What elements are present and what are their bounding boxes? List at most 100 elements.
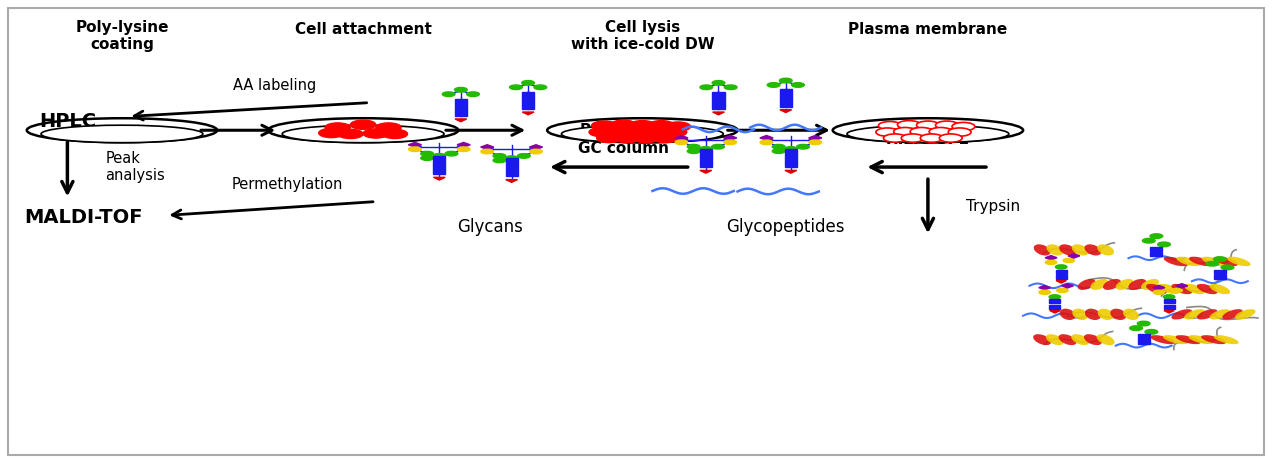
Text: Cell lysis
with ice-cold DW: Cell lysis with ice-cold DW bbox=[571, 20, 714, 52]
Bar bbox=[1137, 334, 1150, 338]
Polygon shape bbox=[434, 177, 445, 180]
Circle shape bbox=[911, 127, 932, 136]
Circle shape bbox=[772, 149, 785, 153]
Text: HILIC-SPE: HILIC-SPE bbox=[885, 132, 971, 147]
Polygon shape bbox=[1164, 311, 1174, 313]
Circle shape bbox=[1213, 257, 1226, 262]
Circle shape bbox=[319, 128, 345, 138]
Circle shape bbox=[623, 127, 649, 136]
Circle shape bbox=[780, 78, 792, 83]
Ellipse shape bbox=[41, 125, 202, 143]
Ellipse shape bbox=[1146, 284, 1166, 294]
Polygon shape bbox=[455, 119, 467, 122]
Bar bbox=[434, 156, 445, 160]
Ellipse shape bbox=[1150, 335, 1175, 344]
Circle shape bbox=[510, 85, 523, 89]
Bar bbox=[700, 153, 712, 158]
Ellipse shape bbox=[1096, 334, 1114, 345]
Bar bbox=[780, 103, 792, 107]
Ellipse shape bbox=[1202, 257, 1225, 266]
FancyBboxPatch shape bbox=[8, 8, 1264, 455]
Circle shape bbox=[494, 154, 506, 158]
Text: Cell attachment: Cell attachment bbox=[295, 21, 431, 37]
Ellipse shape bbox=[1058, 334, 1076, 345]
Ellipse shape bbox=[1103, 279, 1121, 290]
Ellipse shape bbox=[27, 118, 218, 142]
Ellipse shape bbox=[833, 118, 1023, 142]
Bar bbox=[522, 96, 534, 100]
Bar bbox=[522, 105, 534, 109]
Circle shape bbox=[375, 123, 401, 132]
Circle shape bbox=[458, 147, 469, 151]
Circle shape bbox=[884, 134, 907, 142]
Text: PNGase F/
GC column: PNGase F/ GC column bbox=[577, 123, 669, 156]
Circle shape bbox=[1056, 265, 1067, 269]
Bar bbox=[700, 162, 712, 167]
Ellipse shape bbox=[1060, 309, 1076, 320]
Bar bbox=[455, 107, 467, 112]
Bar bbox=[505, 171, 518, 176]
Circle shape bbox=[481, 149, 494, 154]
Polygon shape bbox=[523, 112, 534, 115]
Ellipse shape bbox=[1189, 257, 1212, 266]
Circle shape bbox=[614, 133, 640, 143]
Ellipse shape bbox=[1175, 335, 1201, 344]
Circle shape bbox=[809, 140, 822, 144]
Ellipse shape bbox=[268, 118, 458, 142]
Bar bbox=[455, 99, 467, 103]
Circle shape bbox=[421, 151, 434, 156]
Ellipse shape bbox=[1098, 244, 1114, 256]
Circle shape bbox=[522, 81, 534, 85]
Bar bbox=[505, 163, 518, 167]
Circle shape bbox=[607, 127, 632, 136]
Circle shape bbox=[687, 149, 700, 153]
Ellipse shape bbox=[1188, 335, 1213, 344]
Polygon shape bbox=[457, 143, 471, 147]
Ellipse shape bbox=[561, 125, 724, 143]
Ellipse shape bbox=[1072, 244, 1089, 256]
Bar bbox=[1164, 305, 1174, 308]
Polygon shape bbox=[1046, 256, 1057, 260]
Bar bbox=[712, 105, 725, 109]
Circle shape bbox=[902, 134, 925, 142]
Ellipse shape bbox=[1172, 284, 1192, 294]
Circle shape bbox=[589, 127, 614, 137]
Ellipse shape bbox=[1215, 257, 1238, 266]
Ellipse shape bbox=[1128, 279, 1146, 290]
Ellipse shape bbox=[1034, 244, 1051, 256]
Polygon shape bbox=[1056, 281, 1066, 283]
Circle shape bbox=[687, 144, 700, 149]
Polygon shape bbox=[759, 136, 773, 140]
Bar bbox=[785, 158, 798, 162]
Circle shape bbox=[1150, 234, 1163, 238]
Circle shape bbox=[494, 158, 506, 163]
Text: HPLC: HPLC bbox=[39, 112, 95, 131]
Circle shape bbox=[1221, 265, 1234, 270]
Circle shape bbox=[665, 122, 691, 131]
Ellipse shape bbox=[1210, 284, 1230, 294]
Text: Glycans: Glycans bbox=[457, 218, 523, 236]
Ellipse shape bbox=[1123, 309, 1138, 320]
Text: Poly-lysine
coating: Poly-lysine coating bbox=[75, 20, 169, 52]
Polygon shape bbox=[408, 143, 421, 147]
Circle shape bbox=[350, 120, 375, 129]
Ellipse shape bbox=[1047, 244, 1063, 256]
Circle shape bbox=[1057, 288, 1068, 293]
Bar bbox=[522, 92, 534, 96]
Polygon shape bbox=[1049, 311, 1060, 313]
Bar bbox=[785, 153, 798, 158]
Bar bbox=[1150, 252, 1163, 256]
Ellipse shape bbox=[1077, 279, 1095, 290]
Ellipse shape bbox=[1072, 309, 1089, 320]
Bar bbox=[522, 100, 534, 105]
Circle shape bbox=[1154, 290, 1165, 294]
Ellipse shape bbox=[1184, 309, 1205, 319]
Bar bbox=[700, 149, 712, 153]
Circle shape bbox=[1137, 321, 1150, 326]
Circle shape bbox=[939, 134, 962, 142]
Bar bbox=[1164, 300, 1174, 303]
Bar bbox=[1150, 247, 1163, 251]
Bar bbox=[505, 167, 518, 171]
Ellipse shape bbox=[1235, 309, 1255, 319]
Ellipse shape bbox=[1141, 279, 1159, 290]
